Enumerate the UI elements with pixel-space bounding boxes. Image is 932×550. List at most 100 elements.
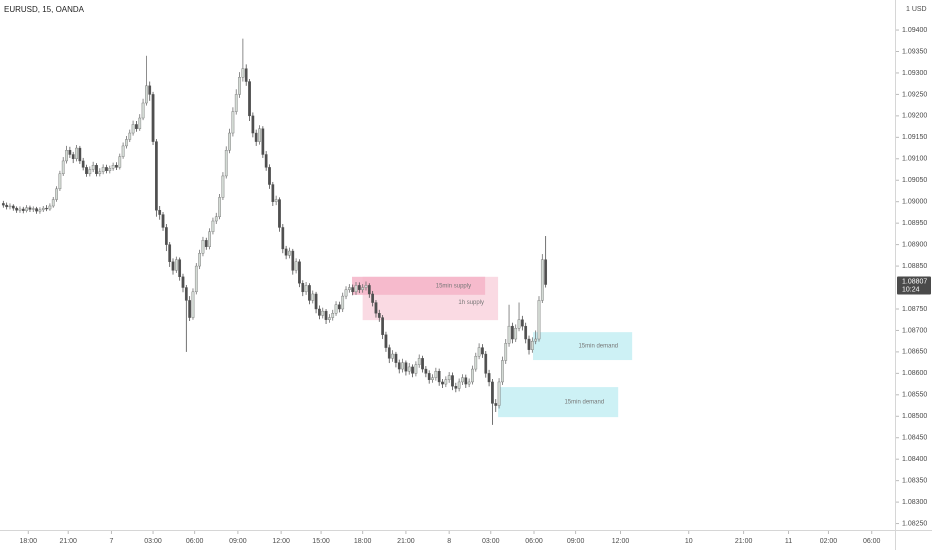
candle-body [81,160,85,168]
candle-body [457,381,461,389]
candle-body [58,173,62,190]
x-tick-label: 02:00 [820,538,838,545]
candle-body [105,167,108,172]
candle-body [55,188,58,200]
candle-body [238,77,241,95]
axis-unit: 1 USD [906,6,927,13]
y-tick-label: 1.08600 [902,370,927,377]
candle-body [48,205,52,210]
candle-body [218,197,221,217]
x-tick-label: 7 [110,538,114,545]
x-tick-label: 11 [785,538,792,545]
candle-body [334,304,338,314]
candle-body [101,167,105,172]
candle-body [534,338,538,342]
candle-body [284,248,288,256]
candle-body [228,132,231,151]
candle-body [1,203,5,206]
candle-body [304,285,308,293]
candle-body [178,259,182,278]
last-price-label: 1.08807 [902,278,927,285]
candle-body [254,132,258,142]
candle-body [407,366,411,372]
candle-body [464,377,468,385]
candle-body [281,227,285,250]
zone [352,276,486,295]
candle-body [41,207,45,211]
y-tick-label: 1.08650 [902,349,927,356]
candle-body [544,259,548,285]
candle-body [138,117,142,129]
candle-body [221,175,225,198]
x-tick-label: 18:00 [20,538,38,545]
candle-body [85,167,88,175]
x-tick-label: 8 [447,538,451,545]
candle-body [268,167,271,185]
x-tick-label: 06:00 [863,538,881,545]
chart-title: EURUSD, 15, OANDA [4,5,85,14]
candle-body [401,362,404,370]
candle-body [115,165,118,168]
candle-body [71,154,75,159]
candle-body [35,208,38,212]
candle-body [161,214,165,228]
candle-body [274,199,278,202]
candle-body [264,154,268,168]
candle-body [141,102,145,119]
countdown: 10:24 [902,286,920,293]
x-tick-label: 09:00 [567,538,585,545]
candle-body [514,328,518,340]
x-tick-label: 15:00 [312,538,330,545]
candle-body [15,207,19,211]
y-tick-label: 1.09400 [902,27,927,34]
y-tick-label: 1.08400 [902,456,927,463]
candle-body [61,160,65,175]
zone [498,387,619,418]
candle-body [108,168,112,172]
candle-body [461,377,464,383]
candle-body [301,283,305,293]
candle-body [361,287,365,290]
y-tick-label: 1.09300 [902,70,927,77]
candle-body [168,244,172,262]
candle-body [294,261,298,271]
y-tick-label: 1.08500 [902,413,927,420]
candle-body [377,313,381,318]
candle-body [367,285,371,295]
candle-body [497,381,501,406]
candle-body [364,285,368,288]
candle-body [424,368,428,374]
candle-body [95,165,98,175]
candle-body [414,364,418,374]
candle-body [5,204,9,208]
candle-body [421,358,424,370]
candle-body [357,285,361,290]
candle-body [351,287,355,293]
candle-body [344,289,348,297]
candle-body [374,302,378,314]
candle-body [381,317,384,335]
candle-body [311,293,315,301]
candle-body [214,216,218,222]
x-tick-label: 09:00 [229,538,247,545]
candle-body [328,317,331,320]
candle-body [417,358,421,365]
candle-body [494,403,498,406]
candle-body [314,293,318,310]
candle-body [234,94,238,112]
candle-body [517,319,521,329]
y-tick-label: 1.08250 [902,520,927,527]
candle-body [347,287,351,290]
candle-body [298,261,301,284]
candle-body [18,208,22,211]
candle-body [244,68,248,82]
candle-body [511,325,514,340]
y-tick-label: 1.09350 [902,48,927,55]
candle-body [194,265,198,293]
candle-body [208,231,211,247]
candle-body [145,85,148,104]
candle-body [158,210,162,215]
candle-body [241,68,245,78]
y-tick-label: 1.08450 [902,435,927,442]
